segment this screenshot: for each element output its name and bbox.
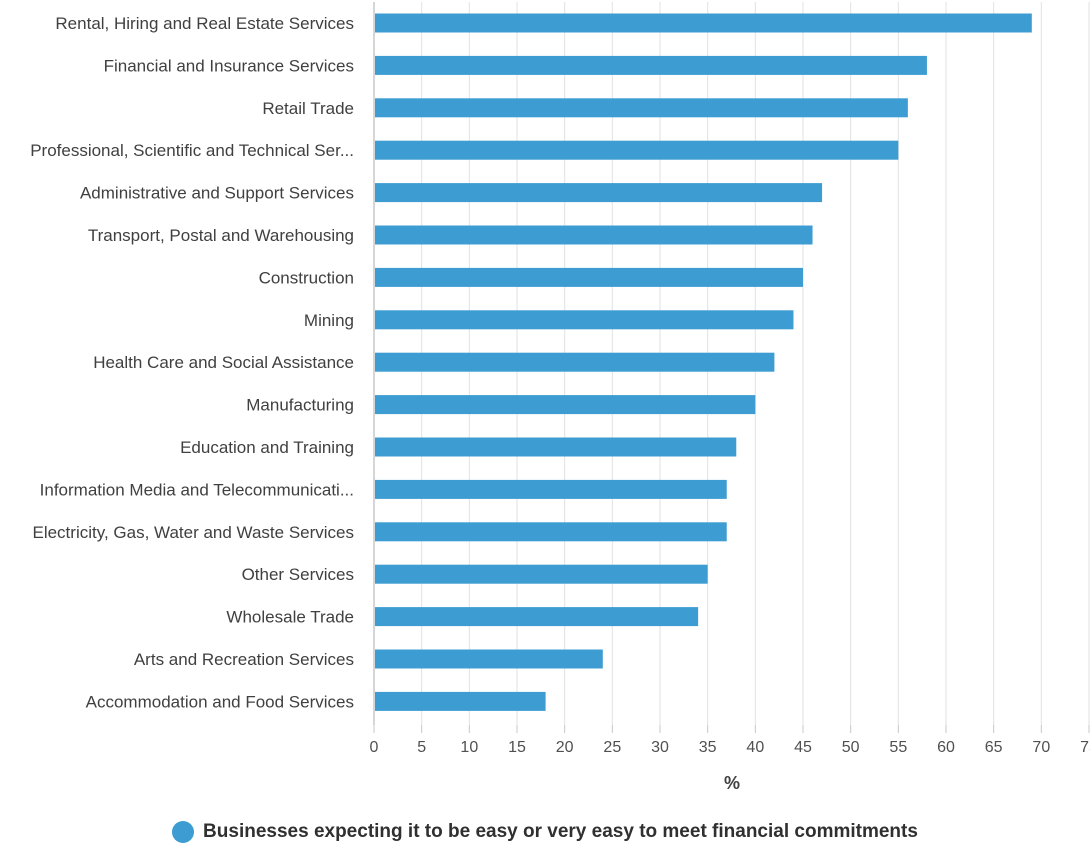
tick-label: 25 — [603, 739, 621, 756]
category-label: Transport, Postal and Warehousing — [88, 226, 354, 245]
category-label: Rental, Hiring and Real Estate Services — [55, 14, 354, 33]
category-label: Mining — [304, 311, 354, 330]
bar[interactable] — [375, 691, 546, 711]
category-label: Information Media and Telecommunicati... — [40, 480, 354, 499]
tick-label: 20 — [556, 739, 574, 756]
bar[interactable] — [375, 267, 803, 287]
category-label: Accommodation and Food Services — [86, 692, 354, 711]
category-label: Electricity, Gas, Water and Waste Servic… — [32, 523, 354, 542]
legend-marker — [172, 821, 195, 843]
tick-label: 60 — [937, 739, 955, 756]
category-label: Administrative and Support Services — [80, 184, 354, 203]
x-axis-title: % — [724, 773, 740, 793]
bar[interactable] — [375, 522, 727, 542]
tick-label: 65 — [985, 739, 1003, 756]
tick-label: 10 — [460, 739, 478, 756]
bar[interactable] — [375, 649, 603, 669]
legend-label: Businesses expecting it to be easy or ve… — [203, 821, 918, 842]
bar[interactable] — [375, 55, 927, 75]
category-label: Other Services — [242, 565, 354, 584]
bar[interactable] — [375, 140, 899, 160]
bar[interactable] — [375, 564, 708, 584]
tick-label: 5 — [417, 739, 426, 756]
category-label: Arts and Recreation Services — [134, 650, 354, 669]
bar[interactable] — [375, 310, 794, 330]
tick-label: 40 — [746, 739, 764, 756]
bar[interactable] — [375, 98, 908, 118]
legend[interactable]: Businesses expecting it to be easy or ve… — [0, 817, 1090, 847]
category-label: Manufacturing — [246, 396, 354, 415]
tick-label: 45 — [794, 739, 812, 756]
tick-label: 55 — [889, 739, 907, 756]
tick-label: 15 — [508, 739, 526, 756]
bar[interactable] — [375, 13, 1032, 33]
category-label: Education and Training — [180, 438, 354, 457]
category-label: Professional, Scientific and Technical S… — [30, 141, 354, 160]
bar[interactable] — [375, 395, 756, 415]
tick-label: 75 — [1080, 739, 1090, 756]
tick-label: 30 — [651, 739, 669, 756]
bar[interactable] — [375, 225, 813, 245]
bar[interactable] — [375, 352, 775, 372]
category-label: Wholesale Trade — [226, 608, 354, 627]
category-label: Health Care and Social Assistance — [93, 353, 354, 372]
category-label: Financial and Insurance Services — [104, 56, 354, 75]
category-label: Construction — [259, 268, 354, 287]
tick-label: 70 — [1032, 739, 1050, 756]
bars — [375, 13, 1032, 711]
bar[interactable] — [375, 183, 823, 203]
category-label: Retail Trade — [262, 99, 354, 118]
bar[interactable] — [375, 479, 727, 499]
bar[interactable] — [375, 607, 699, 627]
x-axis-ticks: 0 5 10 15 20 25 30 35 40 45 50 55 60 65 70 75 — [370, 725, 1090, 756]
bar[interactable] — [375, 437, 737, 457]
tick-label: 50 — [842, 739, 860, 756]
category-labels: Rental, Hiring and Real Estate Services F… — [30, 14, 354, 711]
tick-label: 35 — [699, 739, 717, 756]
tick-label: 0 — [370, 739, 379, 756]
